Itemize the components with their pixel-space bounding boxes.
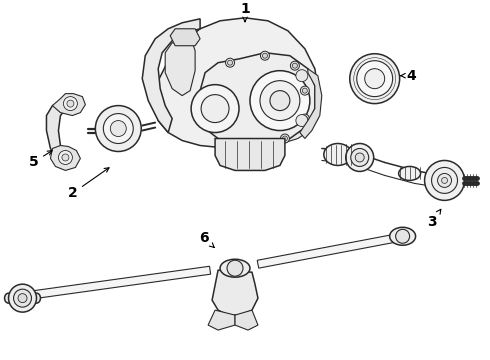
- Polygon shape: [285, 89, 320, 143]
- Circle shape: [424, 161, 465, 201]
- Circle shape: [18, 294, 27, 303]
- Text: 1: 1: [240, 2, 250, 22]
- Circle shape: [227, 260, 243, 276]
- Circle shape: [350, 54, 400, 104]
- Circle shape: [355, 153, 364, 162]
- Polygon shape: [212, 270, 258, 315]
- Polygon shape: [142, 19, 200, 132]
- Circle shape: [296, 114, 308, 127]
- Text: 2: 2: [68, 168, 109, 201]
- Text: 4: 4: [401, 69, 416, 83]
- Circle shape: [58, 150, 73, 165]
- Circle shape: [291, 61, 299, 70]
- Polygon shape: [257, 234, 395, 268]
- Polygon shape: [47, 105, 73, 166]
- Circle shape: [270, 91, 290, 111]
- Circle shape: [63, 96, 77, 111]
- Polygon shape: [155, 18, 318, 148]
- Text: 6: 6: [199, 231, 214, 247]
- Circle shape: [438, 174, 451, 188]
- Circle shape: [263, 53, 268, 58]
- Polygon shape: [300, 69, 322, 139]
- Circle shape: [300, 114, 309, 123]
- Circle shape: [302, 116, 307, 121]
- Polygon shape: [235, 310, 258, 330]
- Circle shape: [293, 63, 297, 68]
- Ellipse shape: [220, 259, 250, 277]
- Polygon shape: [52, 94, 85, 116]
- Circle shape: [227, 60, 233, 65]
- Polygon shape: [165, 36, 195, 96]
- Circle shape: [62, 154, 69, 161]
- Polygon shape: [30, 266, 211, 299]
- Circle shape: [250, 71, 310, 131]
- Circle shape: [96, 105, 141, 152]
- Circle shape: [346, 144, 374, 171]
- Ellipse shape: [32, 293, 41, 303]
- Polygon shape: [200, 53, 315, 143]
- Circle shape: [351, 148, 368, 166]
- Circle shape: [296, 70, 308, 82]
- Circle shape: [260, 81, 300, 121]
- Ellipse shape: [324, 144, 352, 166]
- Circle shape: [201, 95, 229, 122]
- Polygon shape: [50, 145, 80, 170]
- Circle shape: [14, 289, 31, 307]
- Circle shape: [8, 284, 36, 312]
- Circle shape: [110, 121, 126, 136]
- Circle shape: [280, 134, 290, 143]
- Circle shape: [300, 86, 309, 95]
- Circle shape: [103, 113, 133, 144]
- Circle shape: [191, 85, 239, 132]
- Circle shape: [282, 136, 288, 141]
- Polygon shape: [170, 29, 200, 46]
- Circle shape: [395, 229, 410, 243]
- Circle shape: [365, 69, 385, 89]
- Text: 3: 3: [427, 210, 441, 229]
- Text: 5: 5: [28, 150, 52, 170]
- Circle shape: [67, 100, 74, 107]
- Ellipse shape: [4, 293, 13, 303]
- Circle shape: [302, 88, 307, 93]
- Circle shape: [261, 51, 270, 60]
- Polygon shape: [215, 139, 285, 170]
- Ellipse shape: [399, 166, 420, 180]
- Circle shape: [432, 167, 458, 193]
- Circle shape: [441, 177, 447, 183]
- Circle shape: [357, 61, 392, 96]
- Ellipse shape: [390, 227, 416, 245]
- Circle shape: [225, 58, 235, 67]
- Polygon shape: [208, 310, 235, 330]
